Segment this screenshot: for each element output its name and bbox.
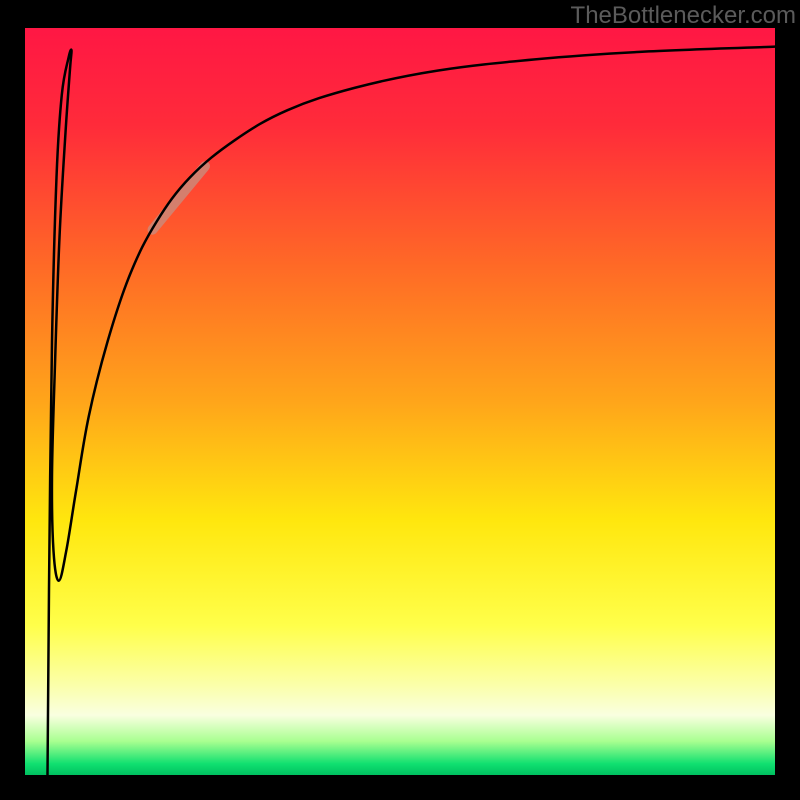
bottleneck-chart <box>0 0 800 800</box>
attribution-label: TheBottlenecker.com <box>571 2 796 30</box>
chart-container: TheBottlenecker.com <box>0 0 800 800</box>
plot-background <box>25 28 775 775</box>
